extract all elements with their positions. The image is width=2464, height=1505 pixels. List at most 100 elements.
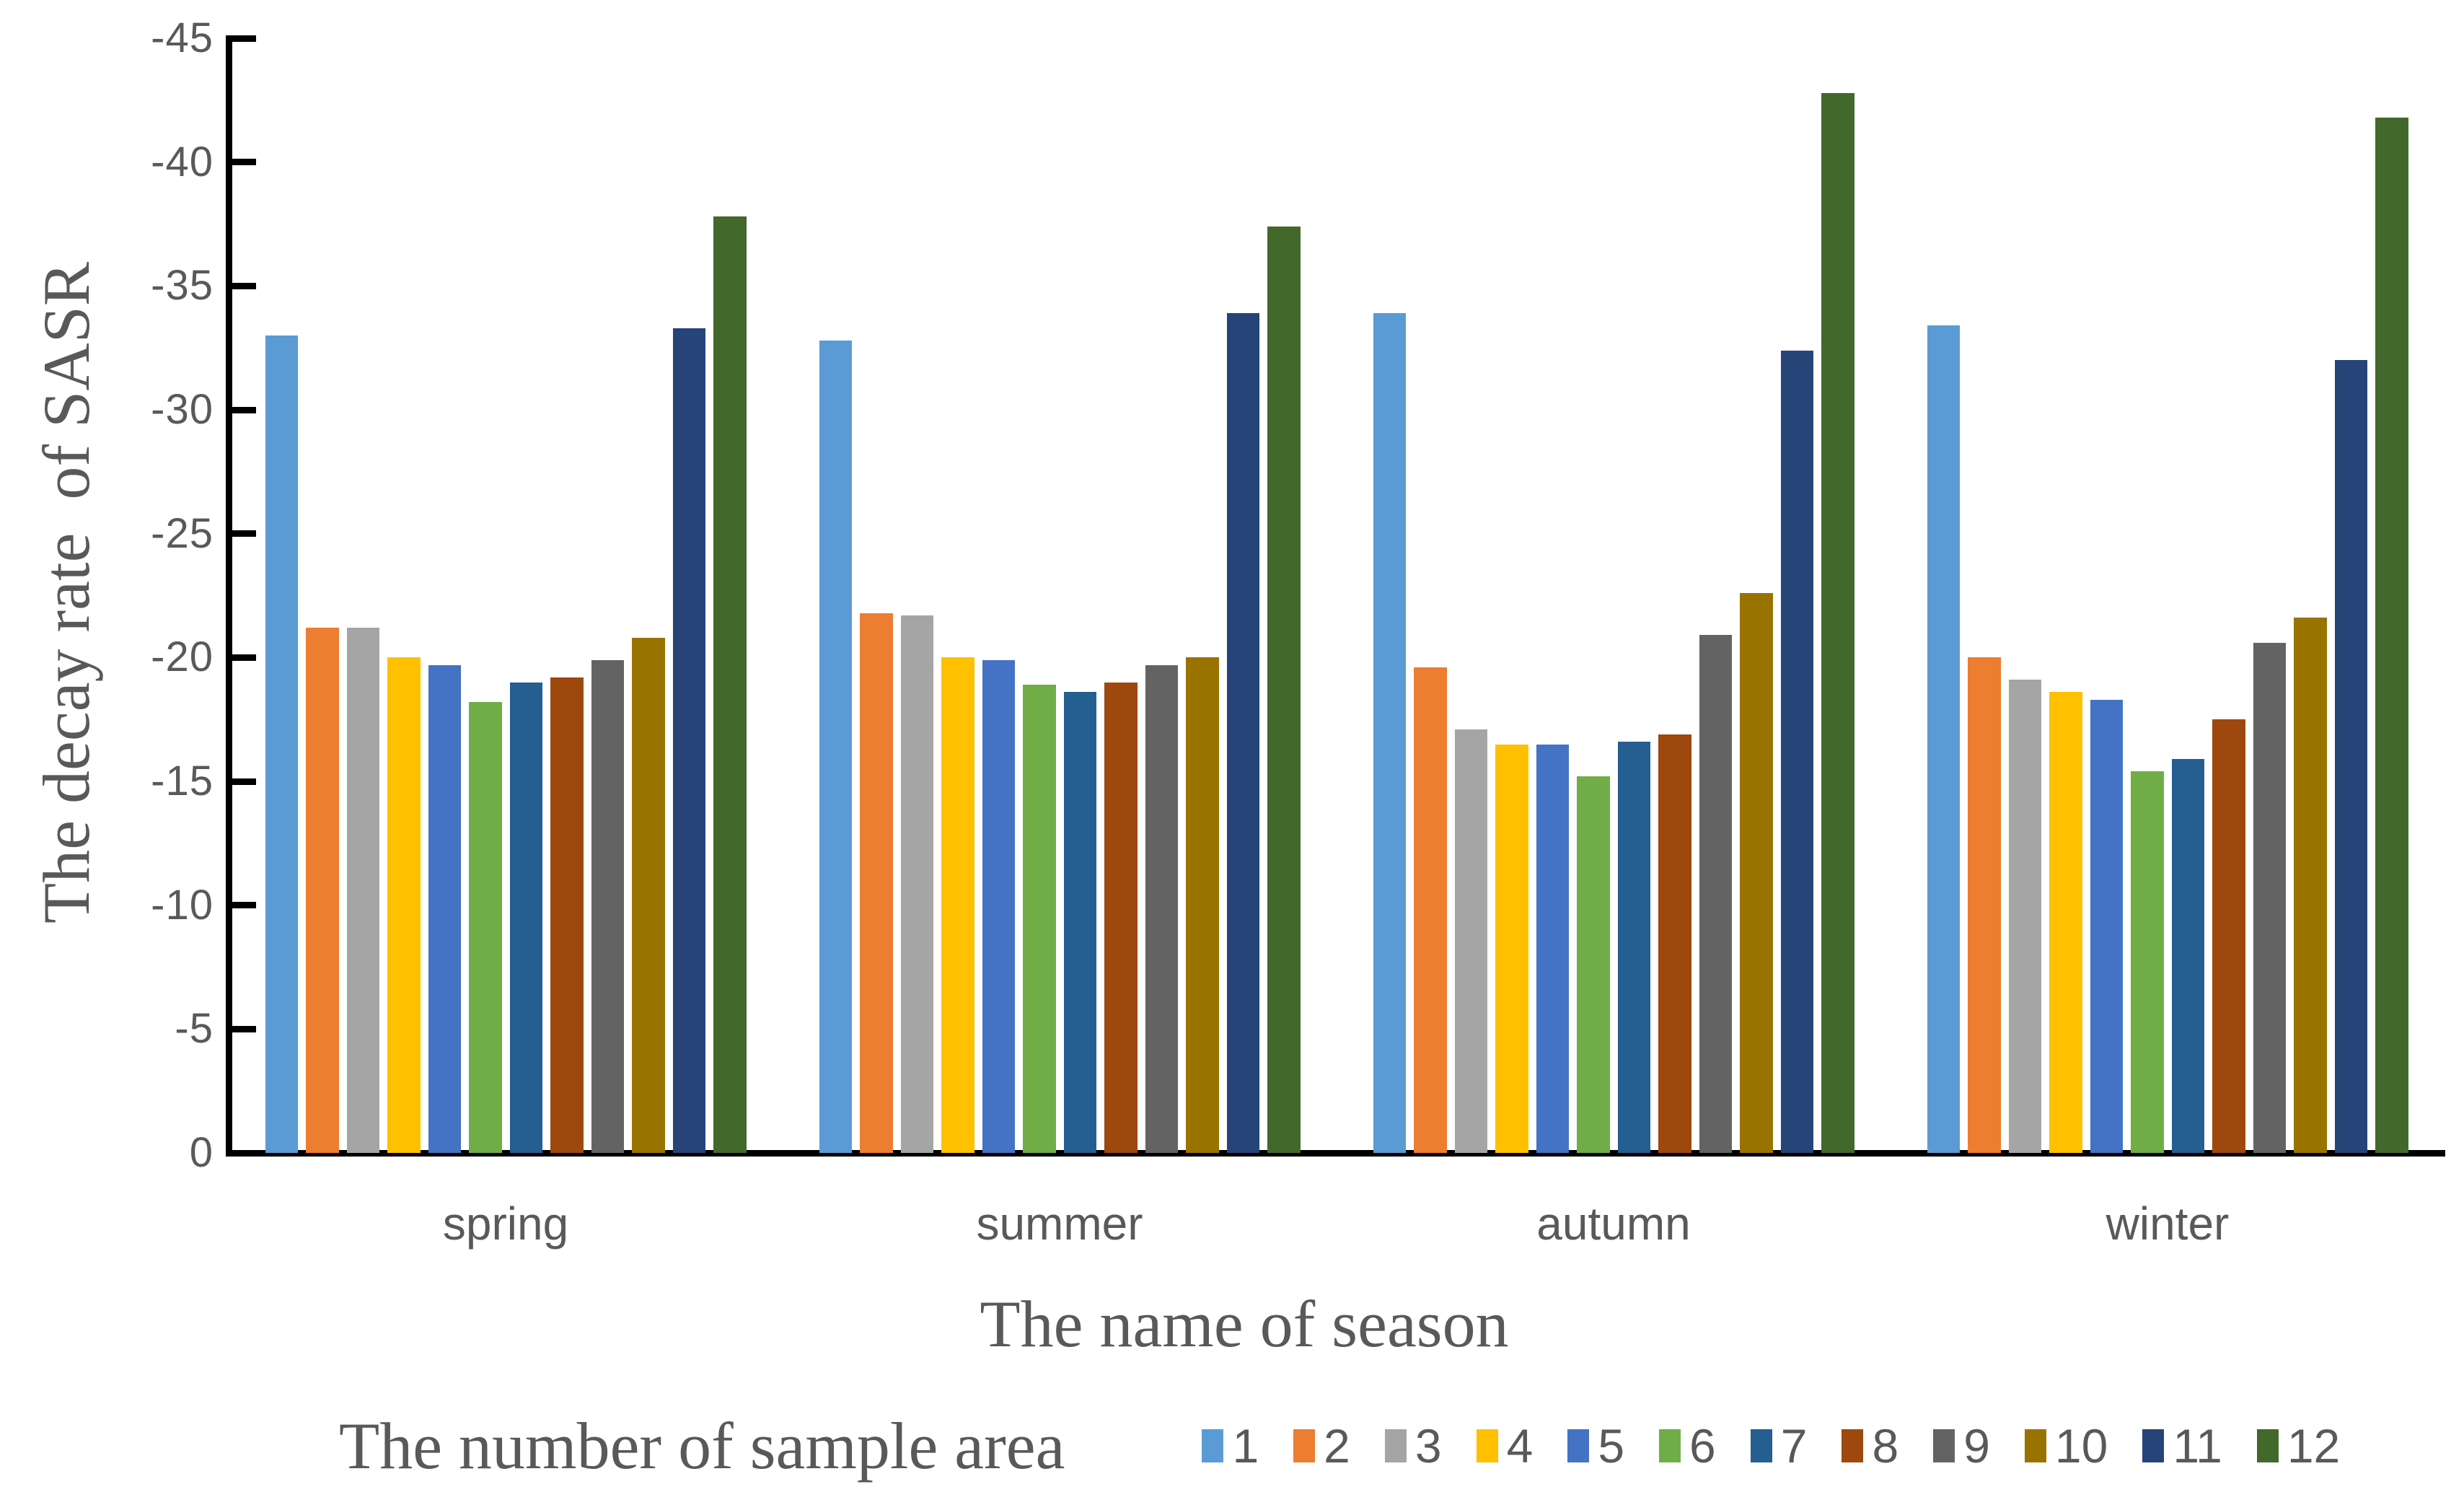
legend-swatch-6 bbox=[1659, 1429, 1681, 1462]
y-tick-label-25: -25 bbox=[151, 509, 214, 557]
bar-summer-6 bbox=[1023, 685, 1056, 1153]
legend-label-12: 12 bbox=[2287, 1419, 2341, 1473]
bar-summer-8 bbox=[1104, 682, 1138, 1153]
x-category-autumn: autumn bbox=[1536, 1198, 1691, 1250]
bar-winter-5 bbox=[2090, 699, 2123, 1153]
bar-autumn-11 bbox=[1780, 350, 1813, 1153]
legend-label-11: 11 bbox=[2173, 1419, 2222, 1473]
bar-spring-10 bbox=[632, 637, 665, 1153]
bar-winter-6 bbox=[2131, 771, 2164, 1153]
legend-item-2: 2 bbox=[1293, 1418, 1350, 1473]
legend-label-8: 8 bbox=[1872, 1419, 1899, 1473]
y-tick-10 bbox=[229, 902, 256, 909]
y-tick-label-5: -5 bbox=[175, 1005, 214, 1053]
bar-summer-2 bbox=[860, 613, 893, 1153]
y-axis-title: The decay rate of SASR bbox=[30, 261, 103, 924]
bar-winter-12 bbox=[2375, 117, 2408, 1153]
legend-title: The number of sample area bbox=[339, 1409, 1065, 1483]
bar-autumn-6 bbox=[1577, 776, 1610, 1153]
legend-swatch-8 bbox=[1842, 1429, 1864, 1462]
x-axis-title: The name of season bbox=[980, 1287, 1509, 1361]
bar-summer-5 bbox=[982, 659, 1015, 1153]
legend-item-5: 5 bbox=[1567, 1418, 1624, 1473]
bar-autumn-5 bbox=[1536, 744, 1569, 1153]
bar-spring-11 bbox=[672, 328, 705, 1153]
bar-autumn-3 bbox=[1454, 729, 1487, 1153]
y-tick-35 bbox=[229, 282, 256, 289]
y-tick-45 bbox=[229, 35, 256, 42]
x-category-summer: summer bbox=[976, 1198, 1143, 1250]
bar-summer-3 bbox=[900, 615, 933, 1153]
legend-label-4: 4 bbox=[1506, 1419, 1534, 1473]
legend-swatch-4 bbox=[1476, 1429, 1498, 1462]
legend-item-11: 11 bbox=[2142, 1418, 2222, 1473]
legend-item-6: 6 bbox=[1659, 1418, 1716, 1473]
bar-autumn-10 bbox=[1740, 593, 1773, 1153]
bar-spring-1 bbox=[265, 335, 298, 1153]
y-tick-label-30: -30 bbox=[151, 386, 214, 433]
legend-item-8: 8 bbox=[1842, 1418, 1898, 1473]
legend-label-2: 2 bbox=[1324, 1419, 1350, 1473]
y-tick-0 bbox=[229, 1149, 256, 1157]
legend-item-4: 4 bbox=[1476, 1418, 1534, 1473]
y-tick-25 bbox=[229, 530, 256, 538]
bar-spring-8 bbox=[550, 677, 584, 1153]
legend-item-7: 7 bbox=[1750, 1418, 1808, 1473]
bar-winter-7 bbox=[2171, 759, 2204, 1153]
legend-label-6: 6 bbox=[1689, 1419, 1716, 1473]
bar-winter-10 bbox=[2294, 618, 2327, 1153]
legend-swatch-1 bbox=[1202, 1429, 1224, 1462]
legend-item-9: 9 bbox=[1933, 1418, 1990, 1473]
y-axis-line bbox=[226, 35, 232, 1156]
legend-label-9: 9 bbox=[1963, 1419, 1990, 1473]
bar-summer-7 bbox=[1063, 692, 1096, 1153]
y-tick-20 bbox=[229, 654, 256, 661]
bar-summer-12 bbox=[1267, 226, 1301, 1153]
bar-autumn-4 bbox=[1495, 744, 1528, 1153]
legend-item-10: 10 bbox=[2024, 1418, 2108, 1473]
bar-spring-5 bbox=[428, 664, 461, 1153]
legend-label-1: 1 bbox=[1232, 1419, 1259, 1473]
legend-label-7: 7 bbox=[1780, 1419, 1808, 1473]
bar-winter-1 bbox=[1927, 325, 1960, 1153]
bar-spring-3 bbox=[346, 628, 379, 1153]
bar-spring-9 bbox=[591, 659, 624, 1153]
legend-swatch-12 bbox=[2256, 1429, 2279, 1462]
bar-spring-7 bbox=[509, 682, 542, 1153]
legend-item-1: 1 bbox=[1202, 1418, 1259, 1473]
bar-autumn-1 bbox=[1373, 313, 1406, 1153]
y-tick-40 bbox=[229, 159, 256, 166]
legend-label-5: 5 bbox=[1598, 1419, 1625, 1473]
bar-autumn-2 bbox=[1414, 667, 1447, 1153]
bar-autumn-8 bbox=[1658, 734, 1691, 1153]
bar-spring-2 bbox=[306, 628, 339, 1153]
legend-swatch-11 bbox=[2142, 1429, 2165, 1462]
legend-swatch-2 bbox=[1293, 1429, 1316, 1462]
y-tick-label-15: -15 bbox=[151, 758, 214, 804]
bar-winter-11 bbox=[2334, 360, 2367, 1153]
bar-autumn-7 bbox=[1617, 742, 1650, 1153]
bar-summer-1 bbox=[819, 340, 852, 1153]
bar-spring-12 bbox=[713, 216, 747, 1153]
bar-spring-6 bbox=[469, 702, 502, 1153]
y-tick-label-10: -10 bbox=[151, 881, 214, 929]
x-category-spring: spring bbox=[442, 1198, 569, 1250]
legend-swatch-3 bbox=[1384, 1429, 1407, 1462]
legend-swatch-7 bbox=[1750, 1429, 1772, 1462]
legend-swatch-5 bbox=[1567, 1429, 1590, 1462]
bar-autumn-12 bbox=[1821, 92, 1854, 1153]
bar-summer-10 bbox=[1186, 657, 1219, 1153]
legend-label-3: 3 bbox=[1414, 1419, 1442, 1473]
y-tick-label-0: 0 bbox=[189, 1129, 214, 1176]
bar-summer-11 bbox=[1226, 313, 1259, 1153]
y-tick-label-45: -45 bbox=[151, 14, 214, 61]
legend-items: 1 2 3 4 5 6 7 8 9 10 11 12 bbox=[1202, 1418, 2340, 1473]
legend-swatch-10 bbox=[2024, 1429, 2046, 1462]
y-tick-label-20: -20 bbox=[151, 633, 214, 681]
bar-winter-9 bbox=[2253, 642, 2286, 1153]
y-tick-label-35: -35 bbox=[151, 262, 214, 310]
y-tick-30 bbox=[229, 406, 256, 413]
bar-winter-8 bbox=[2212, 719, 2245, 1153]
bar-winter-3 bbox=[2008, 680, 2041, 1153]
